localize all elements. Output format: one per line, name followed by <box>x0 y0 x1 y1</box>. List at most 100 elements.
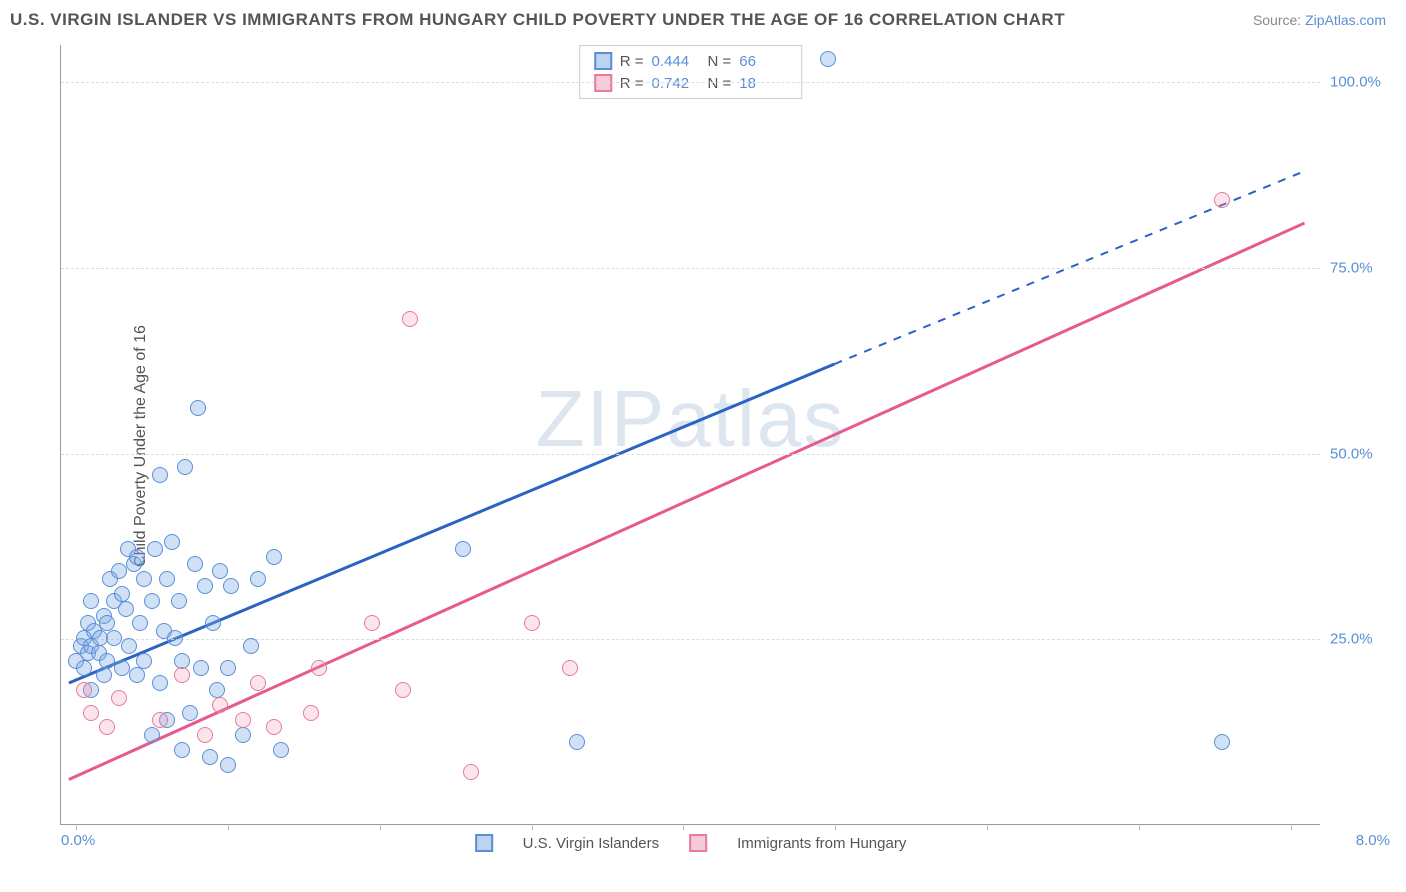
data-point <box>152 675 168 691</box>
data-point <box>235 727 251 743</box>
x-tick-mark <box>987 824 988 830</box>
data-point <box>209 682 225 698</box>
source-prefix: Source: <box>1253 12 1305 28</box>
data-point <box>121 638 137 654</box>
source-label: Source: ZipAtlas.com <box>1253 12 1386 28</box>
data-point <box>235 712 251 728</box>
data-point <box>164 534 180 550</box>
data-point <box>187 556 203 572</box>
data-point <box>220 757 236 773</box>
data-point <box>250 675 266 691</box>
y-tick-label: 50.0% <box>1330 445 1390 462</box>
data-point <box>174 742 190 758</box>
data-point <box>114 586 130 602</box>
data-point <box>83 593 99 609</box>
data-point <box>197 578 213 594</box>
data-point <box>76 660 92 676</box>
data-point <box>193 660 209 676</box>
x-tick-mark <box>380 824 381 830</box>
scatter-plot: ZIPatlas R = 0.444 N = 66 R = 0.742 N = … <box>60 45 1320 825</box>
data-point <box>177 459 193 475</box>
gridline-h <box>61 268 1320 269</box>
y-tick-label: 75.0% <box>1330 259 1390 276</box>
data-point <box>96 667 112 683</box>
chart-title: U.S. VIRGIN ISLANDER VS IMMIGRANTS FROM … <box>10 10 1065 30</box>
data-point <box>111 690 127 706</box>
data-point <box>303 705 319 721</box>
data-point <box>76 682 92 698</box>
data-point <box>129 667 145 683</box>
data-point <box>569 734 585 750</box>
x-tick-mark <box>76 824 77 830</box>
data-point <box>190 400 206 416</box>
swatch-blue <box>475 834 493 852</box>
data-point <box>174 667 190 683</box>
data-point <box>266 549 282 565</box>
swatch-pink <box>689 834 707 852</box>
data-point <box>132 615 148 631</box>
data-point <box>202 749 218 765</box>
x-tick-mark <box>1291 824 1292 830</box>
data-point <box>129 549 145 565</box>
data-point <box>174 653 190 669</box>
data-point <box>205 615 221 631</box>
source-link[interactable]: ZipAtlas.com <box>1305 12 1386 28</box>
x-tick-mark <box>683 824 684 830</box>
x-tick-mark <box>532 824 533 830</box>
data-point <box>144 593 160 609</box>
data-point <box>311 660 327 676</box>
data-point <box>106 630 122 646</box>
watermark: ZIPatlas <box>536 373 845 465</box>
y-tick-label: 25.0% <box>1330 631 1390 648</box>
data-point <box>266 719 282 735</box>
x-tick-mark <box>228 824 229 830</box>
data-point <box>212 697 228 713</box>
data-point <box>223 578 239 594</box>
bottom-legend: U.S. Virgin Islanders Immigrants from Hu… <box>475 834 907 852</box>
gridline-h <box>61 82 1320 83</box>
data-point <box>144 727 160 743</box>
regression-line <box>69 364 835 683</box>
stats-legend-box: R = 0.444 N = 66 R = 0.742 N = 18 <box>579 45 803 99</box>
data-point <box>463 764 479 780</box>
data-point <box>273 742 289 758</box>
data-point <box>524 615 540 631</box>
data-point <box>99 653 115 669</box>
data-point <box>114 660 130 676</box>
data-point <box>455 541 471 557</box>
data-point <box>395 682 411 698</box>
data-point <box>171 593 187 609</box>
x-tick-label: 8.0% <box>1356 832 1390 849</box>
data-point <box>159 571 175 587</box>
x-tick-mark <box>835 824 836 830</box>
swatch-blue <box>594 52 612 70</box>
data-point <box>136 653 152 669</box>
data-point <box>402 311 418 327</box>
data-point <box>83 705 99 721</box>
stat-r-blue: 0.444 <box>652 53 700 70</box>
data-point <box>1214 734 1230 750</box>
data-point <box>118 601 134 617</box>
data-point <box>562 660 578 676</box>
data-point <box>197 727 213 743</box>
data-point <box>182 705 198 721</box>
data-point <box>364 615 380 631</box>
data-point <box>111 563 127 579</box>
data-point <box>167 630 183 646</box>
stat-n-blue: 66 <box>739 53 787 70</box>
regression-line <box>69 223 1305 779</box>
y-tick-label: 100.0% <box>1330 74 1390 91</box>
stat-label-n: N = <box>708 53 732 70</box>
gridline-h <box>61 454 1320 455</box>
data-point <box>152 712 168 728</box>
x-tick-mark <box>1139 824 1140 830</box>
stats-row-blue: R = 0.444 N = 66 <box>594 50 788 72</box>
legend-label-pink: Immigrants from Hungary <box>737 835 906 852</box>
stat-label-r: R = <box>620 53 644 70</box>
data-point <box>99 615 115 631</box>
data-point <box>820 51 836 67</box>
data-point <box>1214 192 1230 208</box>
data-point <box>212 563 228 579</box>
data-point <box>152 467 168 483</box>
data-point <box>99 719 115 735</box>
